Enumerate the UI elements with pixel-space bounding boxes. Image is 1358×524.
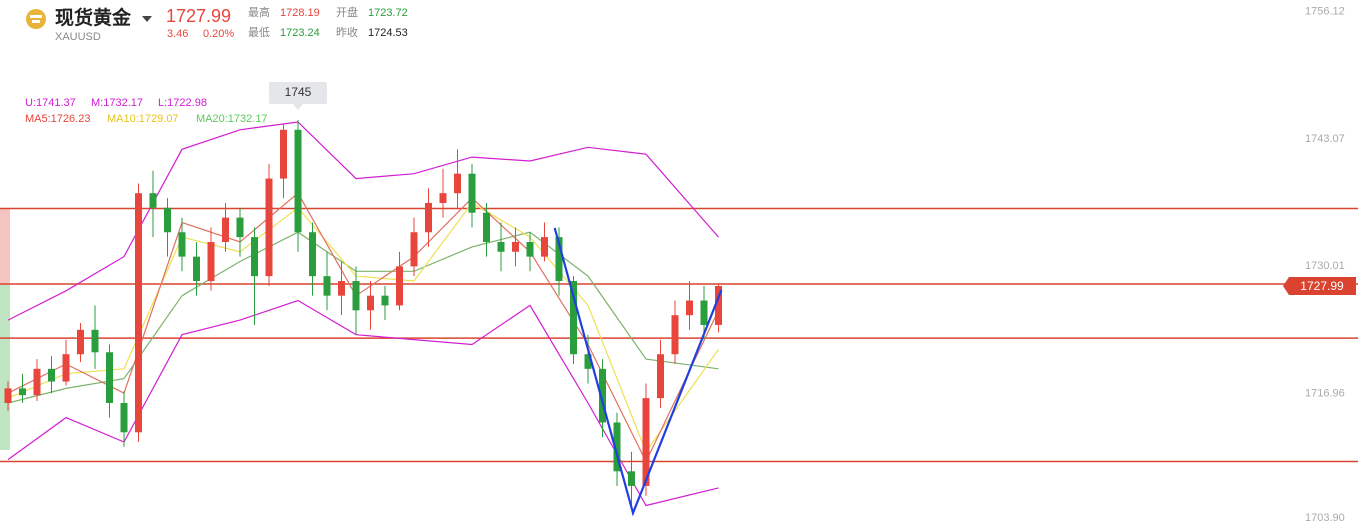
candle-body <box>570 281 577 355</box>
candle-body <box>686 300 693 316</box>
candle-body <box>62 354 70 382</box>
y-tick-label: 1756.12 <box>1305 5 1345 17</box>
candle-body <box>251 237 258 277</box>
overlay-line <box>7 231 719 404</box>
dropdown-arrow[interactable] <box>142 16 152 22</box>
candle-body <box>555 237 563 282</box>
candle-body <box>381 295 389 306</box>
candle-body <box>164 207 171 233</box>
overlay-line <box>7 299 719 507</box>
indicator-label: MA10:1729.07 <box>107 113 179 125</box>
stat-label: 昨收 <box>336 25 358 39</box>
range-strip-up <box>0 209 10 285</box>
candle-body <box>599 368 606 423</box>
stat-label: 最低 <box>248 26 270 39</box>
candle-body <box>439 193 447 203</box>
change-pct: 0.20% <box>203 28 234 40</box>
candle-body <box>178 232 186 257</box>
y-tick-label: 1743.07 <box>1305 133 1345 145</box>
stat-value: 1728.19 <box>280 7 320 19</box>
price: 1727.99 <box>166 6 231 26</box>
candle-body <box>352 281 360 311</box>
candle-body <box>671 315 679 355</box>
symbol-code: XAUUSD <box>55 31 101 43</box>
max-tooltip-arrow <box>293 104 303 111</box>
candle-body <box>149 193 157 208</box>
y-tick-label: 1703.90 <box>1305 512 1345 524</box>
candle-body <box>526 241 534 257</box>
candle-body <box>222 217 229 242</box>
candle-body <box>323 276 331 296</box>
candle-body <box>77 329 84 355</box>
overlay-line <box>7 121 719 321</box>
candle-body <box>700 300 708 325</box>
candle-body <box>19 388 26 396</box>
candle-body <box>497 241 505 252</box>
max-tooltip-box <box>269 82 327 105</box>
candle-body <box>294 129 302 233</box>
candle-body <box>715 286 722 325</box>
indicator-label: L:1722.98 <box>158 97 207 109</box>
candle-body <box>454 173 461 194</box>
stat-value: 1723.72 <box>368 7 408 19</box>
y-tick-label: 1716.96 <box>1305 388 1345 400</box>
candle-body <box>512 241 519 252</box>
candle-body <box>106 352 113 404</box>
stat-label: 最高 <box>248 5 270 19</box>
icon-bar <box>32 20 40 23</box>
candle-body <box>483 212 490 242</box>
symbol-name[interactable]: 现货黄金 <box>55 6 132 29</box>
stat-value: 1724.53 <box>368 27 408 39</box>
candle-body <box>236 217 244 238</box>
overlay-line <box>7 192 720 463</box>
candle-body <box>613 422 621 472</box>
candle-body <box>468 173 476 213</box>
candle-body <box>120 403 128 433</box>
candle-body <box>367 295 374 311</box>
candle-body <box>135 193 142 433</box>
candle-body <box>48 368 55 382</box>
candle-body <box>265 178 273 277</box>
candle-body <box>642 398 650 486</box>
symbol-icon <box>26 9 46 29</box>
candle-body <box>410 232 418 267</box>
candle-body <box>628 471 635 486</box>
price-tag-label: 1727.99 <box>1300 279 1344 293</box>
change: 3.46 <box>167 28 188 40</box>
candle-body <box>280 129 287 179</box>
header: 现货黄金 XAUUSD 1727.99 3.46 0.20% <box>26 6 234 43</box>
candle-body <box>541 237 548 257</box>
candle-body <box>425 202 432 233</box>
candle-body <box>584 354 592 369</box>
max-tooltip-label: 1745 <box>285 85 312 99</box>
trend-line <box>553 227 723 517</box>
indicator-label: MA20:1732.17 <box>196 113 268 125</box>
candle-body <box>207 241 215 282</box>
y-tick-label: 1730.01 <box>1305 260 1345 272</box>
price-tag <box>1283 277 1356 296</box>
stat-value: 1723.24 <box>280 27 320 39</box>
candle-body <box>4 388 12 404</box>
indicator-label: MA5:1726.23 <box>25 113 90 125</box>
range-strip-down <box>0 285 10 450</box>
stat-label: 开盘 <box>336 5 358 19</box>
candle-body <box>657 354 664 399</box>
candle-body <box>193 256 200 282</box>
indicator-label: M:1732.17 <box>91 97 143 109</box>
candle-body <box>338 281 345 296</box>
indicator-label: U:1741.37 <box>25 97 76 109</box>
candle-body <box>91 329 99 353</box>
candle-body <box>309 232 316 277</box>
candle-body <box>33 368 41 396</box>
icon-bar <box>30 15 42 18</box>
overlay-line <box>7 202 719 454</box>
candle-body <box>396 266 403 306</box>
